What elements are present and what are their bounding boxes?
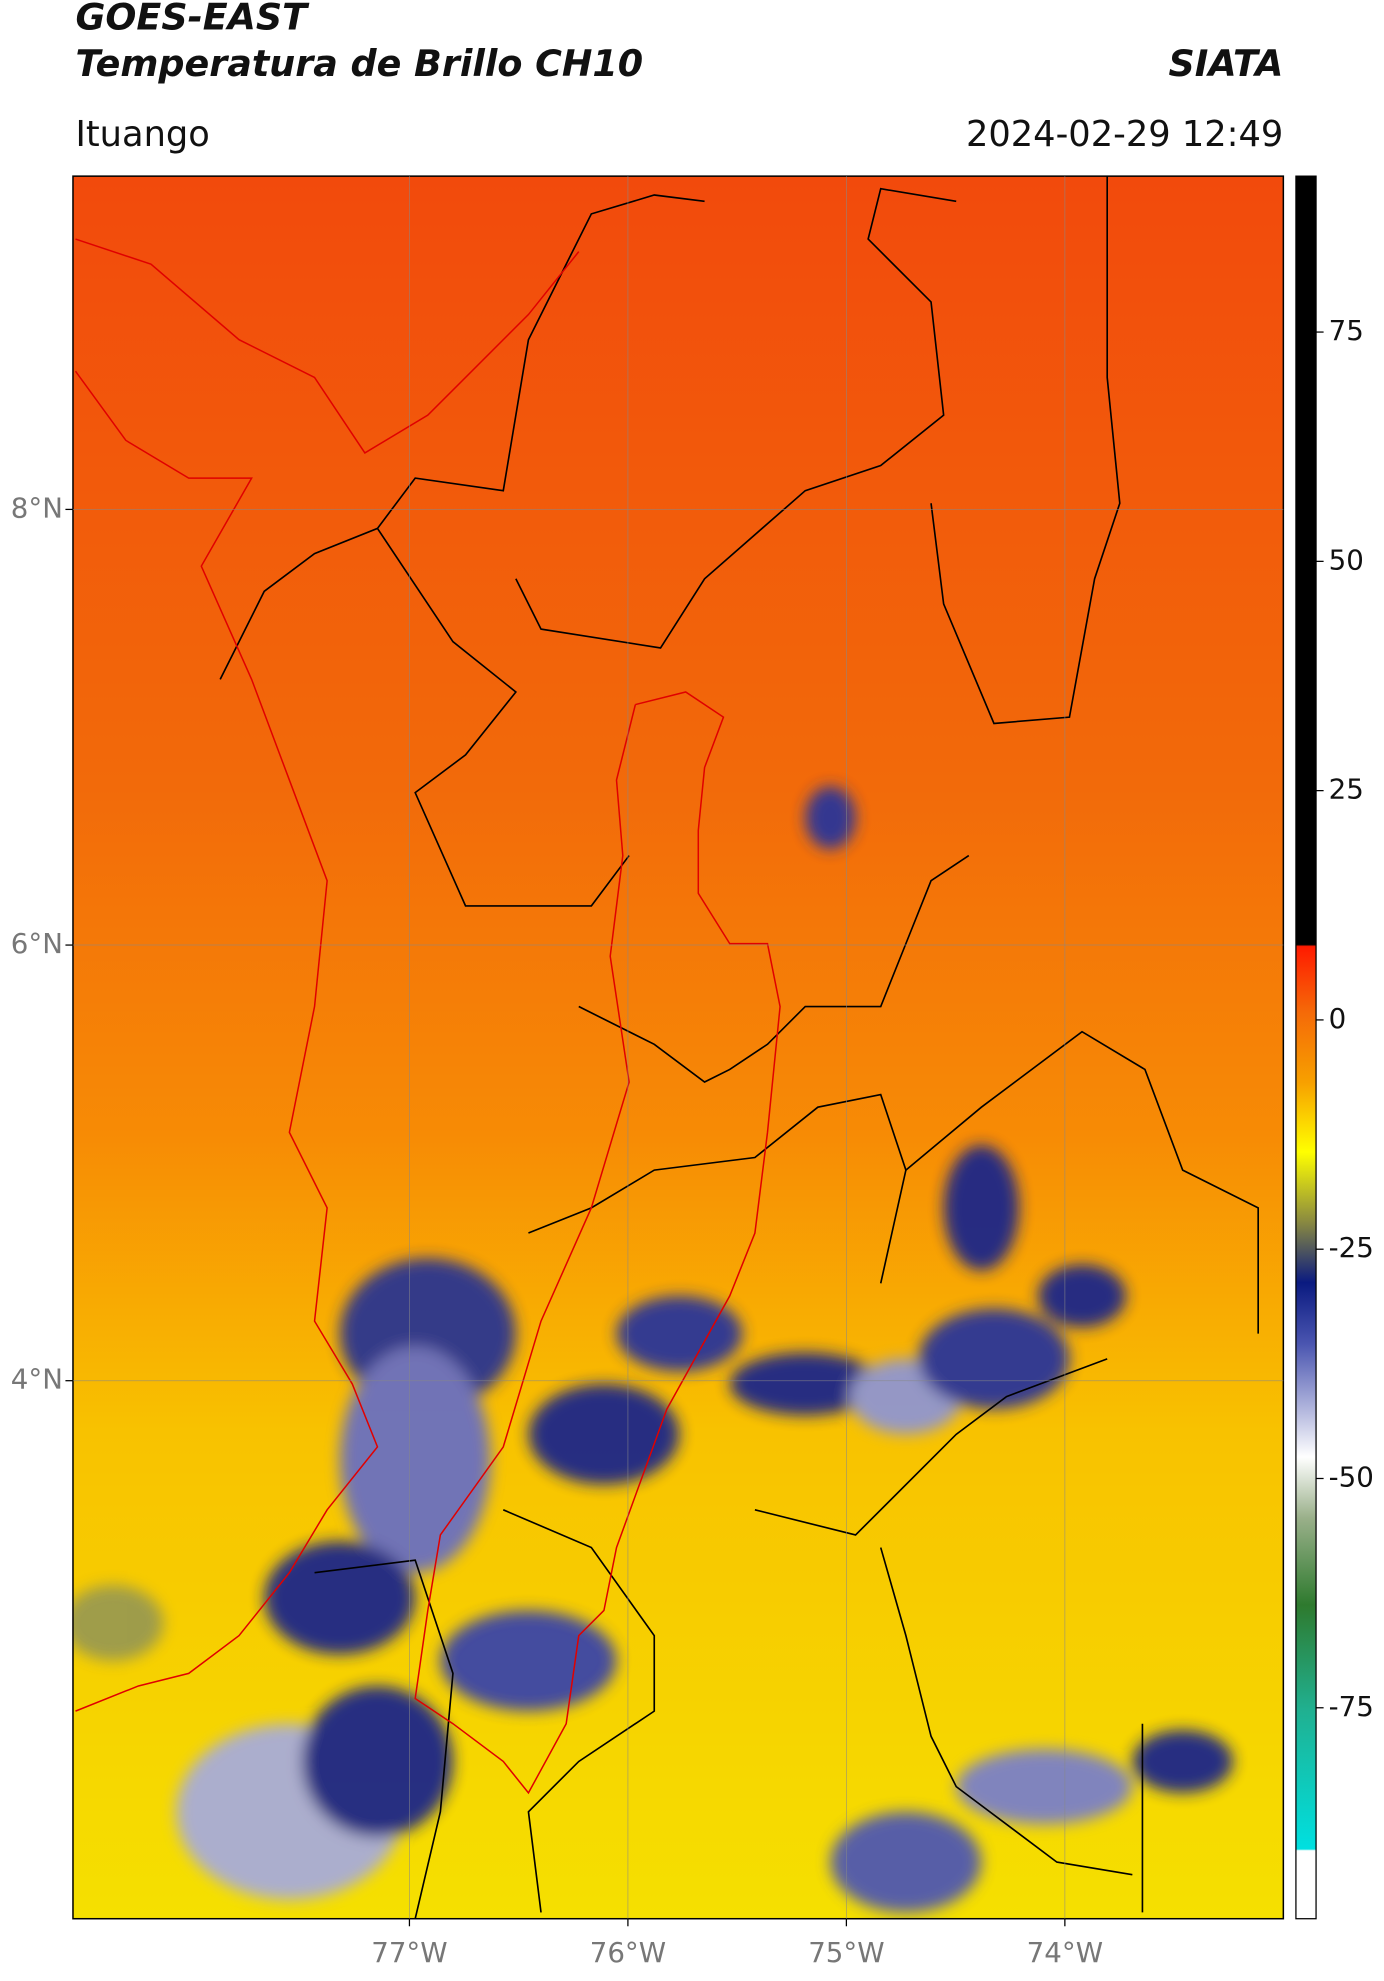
map-frame [72,175,1285,1920]
lon-tick-label: 77°W [371,1936,447,1969]
lon-tick-label: 74°W [1027,1936,1103,1969]
colorbar-tick-label: 0 [1329,1002,1347,1035]
colorbar-tick-label: -75 [1329,1690,1374,1723]
lon-tick-label: 75°W [808,1936,884,1969]
colorbar-tick-label: 25 [1329,773,1364,806]
source: SIATA [1168,42,1283,85]
colorbar-tick-label: 50 [1329,543,1364,576]
lat-tick-label: 8°N [11,491,63,524]
title: GOES-EAST [75,0,310,38]
colorbar [1295,175,1317,1920]
lat-tick-label: 4°N [11,1363,63,1396]
lat-tick-label: 6°N [11,927,63,960]
lon-tick-label: 76°W [590,1936,666,1969]
colorbar-tick-label: -50 [1329,1460,1374,1493]
datetime: 2024-02-29 12:49 [966,114,1283,155]
subtitle: Temperatura de Brillo CH10 [75,42,643,85]
colorbar-tick-label: -25 [1329,1231,1374,1264]
map-image [72,176,1284,1919]
colorbar-tick-label: 75 [1329,314,1364,347]
location: Ituango [75,114,209,155]
